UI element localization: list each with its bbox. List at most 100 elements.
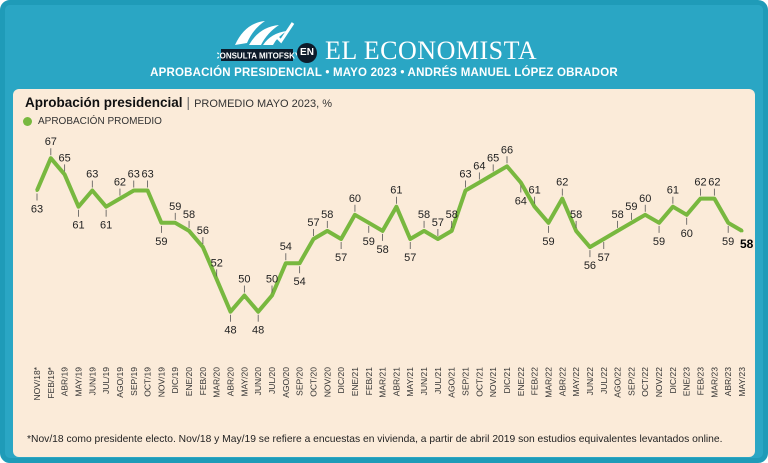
x-tick-label: FEB/19* [46,366,56,398]
data-point [422,229,426,233]
data-point [629,221,633,225]
data-point [284,261,288,265]
data-point [353,213,357,217]
x-tick-label: NOV/19 [156,367,166,398]
series-line [35,156,744,314]
data-point [560,197,564,201]
x-tick-label: MAR/23 [709,367,719,398]
data-point [588,245,592,249]
x-tick-label: JUL/22 [599,367,609,394]
data-label: 63 [31,204,43,216]
x-tick-label: ABR/23 [723,367,733,397]
data-point [546,221,550,225]
data-point [394,205,398,209]
x-tick-label: MAR/20 [212,367,222,398]
data-label: 62 [556,177,568,189]
x-tick-label: NOV/20 [322,367,332,398]
data-label: 58 [740,237,754,251]
data-point [90,189,94,193]
data-label: 59 [722,236,734,248]
data-label: 60 [349,193,361,205]
data-point [450,229,454,233]
x-tick-label: FEB/21 [364,367,374,396]
data-label: 57 [598,252,610,264]
x-tick-label: JUL/21 [433,367,443,394]
x-tick-label: JUL/19 [101,367,111,394]
data-label: 58 [376,244,388,256]
x-tick-label: SEP/20 [295,367,305,396]
data-point [201,245,205,249]
data-point [159,221,163,225]
data-label: 63 [128,169,140,181]
x-tick-label: ABR/21 [391,367,401,397]
data-point [173,221,177,225]
x-tick-label: ENE/21 [350,367,360,397]
data-label: 65 [59,152,71,164]
data-label: 54 [294,276,306,288]
data-point [298,261,302,265]
x-tick-label: ABR/20 [226,367,236,397]
data-label: 57 [432,217,444,229]
data-label: 58 [570,209,582,221]
legend: APROBACIÓN PROMEDIO [23,116,162,127]
data-label: 56 [584,260,596,272]
data-label: 48 [252,325,264,337]
data-point [685,213,689,217]
data-point [477,180,481,184]
title-separator: | [186,95,191,110]
data-point [602,237,606,241]
data-label: 64 [515,195,527,207]
data-point [215,277,219,281]
data-label: 63 [86,169,98,181]
data-label: 48 [224,325,236,337]
data-label: 57 [404,252,416,264]
data-label: 61 [100,220,112,232]
data-label: 58 [418,209,430,221]
x-tick-label: MAY/23 [737,367,747,397]
header-subtitle: APROBACIÓN PRESIDENCIAL • MAYO 2023 • AN… [150,67,618,79]
data-label: 58 [321,209,333,221]
x-tick-label: DIC/20 [336,367,346,394]
chart-panel: Aprobación presidencial | PROMEDIO MAYO 20… [13,89,755,457]
data-point [242,294,246,298]
line-chart: 63 NOV/18* 67 FEB/19* 65 ABR/19 61 MAY/19 63 JUN/… [31,136,754,400]
x-tick-label: FEB/23 [696,367,706,396]
data-label: 50 [266,274,278,286]
x-tick-label: JUN/22 [585,367,595,396]
x-tick-label: MAR/22 [543,367,553,398]
data-label: 61 [72,220,84,232]
x-tick-label: MAY/21 [405,367,415,397]
data-label: 66 [501,144,513,156]
x-tick-label: ABR/22 [557,367,567,397]
data-point [533,205,537,209]
x-tick-label: MAY/20 [239,367,249,397]
x-tick-label: FEB/22 [530,367,540,396]
chart-subtitle: PROMEDIO MAYO 2023, % [194,98,333,110]
data-point [187,229,191,233]
data-label: 58 [611,209,623,221]
x-tick-label: DIC/21 [502,367,512,394]
x-tick-label: JUN/21 [419,367,429,396]
data-point [726,221,730,225]
data-label: 60 [681,228,693,240]
x-tick-label: SEP/19 [129,367,139,396]
data-point [63,172,67,176]
data-label: 57 [335,252,347,264]
data-label: 65 [487,152,499,164]
x-tick-label: MAY/19 [73,367,83,397]
x-tick-label: SEP/21 [461,367,471,396]
data-point [436,237,440,241]
x-tick-label: AGO/21 [447,367,457,398]
x-tick-label: MAR/21 [378,367,388,398]
data-label: 62 [694,177,706,189]
data-point [146,189,150,193]
data-label: 62 [114,177,126,189]
data-point [464,189,468,193]
data-label: 54 [280,241,292,253]
data-label: 59 [542,236,554,248]
legend-label: APROBACIÓN PROMEDIO [38,116,162,127]
x-tick-label: NOV/22 [654,367,664,398]
x-tick-label: OCT/22 [640,367,650,397]
x-tick-label: MAY/22 [571,367,581,397]
data-point [616,229,620,233]
